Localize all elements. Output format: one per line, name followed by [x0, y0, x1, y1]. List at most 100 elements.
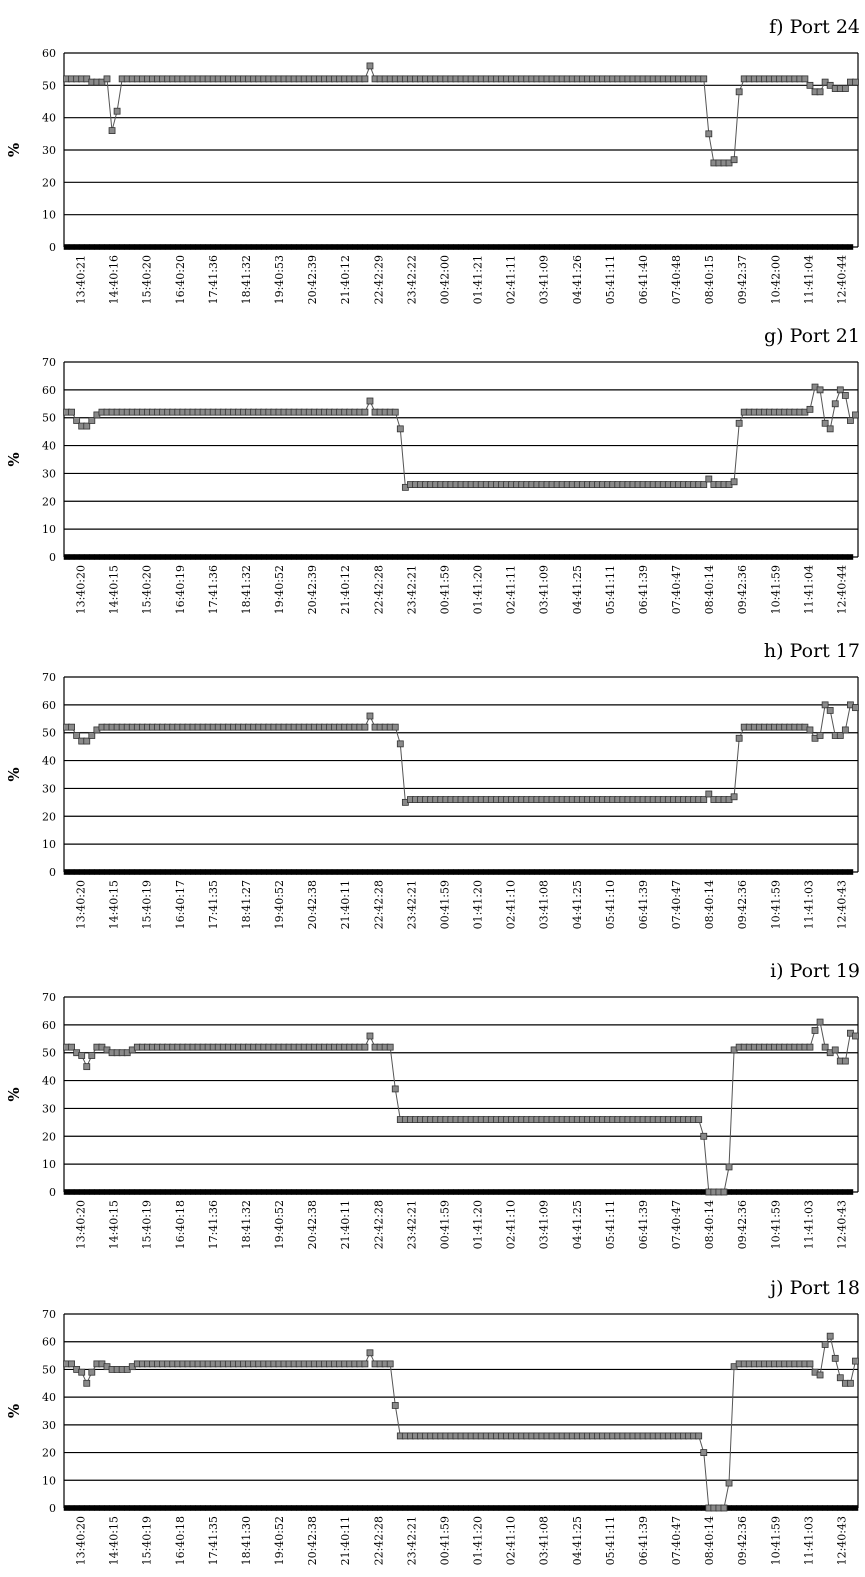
baseline-marker [746, 554, 753, 560]
x-tick-label: 00:41:59 [439, 1200, 452, 1249]
baseline-marker [599, 554, 606, 560]
baseline-marker [412, 554, 419, 560]
chart-title: f) Port 24 [769, 16, 860, 38]
baseline-marker [559, 244, 565, 250]
x-tick-label: 06:41:39 [637, 1516, 650, 1565]
data-point [821, 701, 829, 709]
data-point [700, 1449, 708, 1456]
baseline-marker [83, 869, 90, 875]
baseline-marker [341, 554, 348, 560]
baseline-marker [164, 869, 171, 875]
baseline-marker [625, 244, 631, 250]
baseline-marker [458, 1189, 464, 1195]
x-tick-label: 17:41:35 [207, 1516, 220, 1565]
baseline-marker [791, 1505, 798, 1511]
baseline-marker [220, 869, 227, 875]
baseline-marker [453, 244, 459, 250]
baseline-marker [402, 244, 409, 250]
baseline-marker [539, 1505, 545, 1511]
baseline-marker [129, 1505, 136, 1511]
x-tick-label: 20:42:38 [306, 1516, 319, 1565]
baseline-marker [260, 869, 267, 875]
baseline-marker [104, 869, 110, 875]
baseline-marker [190, 1505, 196, 1511]
baseline-marker [174, 1189, 181, 1195]
x-tick-label: 16:40:20 [174, 255, 187, 304]
baseline-marker [372, 244, 378, 250]
baseline-marker [569, 869, 576, 875]
baseline-marker [412, 869, 419, 875]
y-tick-label: 0 [49, 1502, 56, 1515]
x-tick-label: 17:41:36 [207, 255, 220, 304]
baseline-marker [776, 869, 783, 875]
data-point [73, 732, 81, 739]
baseline-marker [529, 244, 535, 250]
data-point [841, 85, 849, 92]
baseline-marker [230, 244, 237, 250]
y-tick-label: 10 [42, 1474, 56, 1487]
baseline-marker [144, 554, 151, 560]
baseline-marker [78, 1505, 85, 1511]
baseline-marker [483, 869, 490, 875]
baseline-marker [695, 1189, 702, 1195]
baseline-marker [650, 1189, 656, 1195]
baseline-marker [589, 554, 596, 560]
x-tick-label: 07:40:47 [670, 880, 683, 929]
baseline-marker [579, 869, 586, 875]
data-point [720, 1188, 728, 1196]
data-point [826, 425, 834, 433]
baseline-marker [473, 244, 479, 250]
y-tick-label: 40 [42, 1391, 56, 1404]
baseline-marker [771, 244, 778, 250]
data-point [806, 81, 814, 89]
baseline-marker [640, 1505, 646, 1511]
data-point [366, 62, 374, 70]
baseline-marker [761, 1505, 768, 1511]
baseline-marker [463, 244, 469, 250]
baseline-marker [842, 1189, 849, 1195]
baseline-marker [341, 1505, 348, 1511]
baseline-marker [210, 869, 216, 875]
baseline-marker [83, 554, 90, 560]
baseline-marker [174, 554, 181, 560]
baseline-marker [736, 1189, 742, 1195]
baseline-marker [174, 1505, 181, 1511]
baseline-marker [109, 1189, 115, 1195]
baseline-marker [205, 1505, 211, 1511]
baseline-marker [255, 869, 262, 875]
baseline-marker [240, 244, 247, 250]
baseline-marker [144, 869, 151, 875]
baseline-marker [159, 244, 166, 250]
baseline-marker [321, 1505, 328, 1511]
x-tick-label: 06:41:40 [637, 255, 650, 304]
baseline-marker [346, 869, 353, 875]
baseline-marker [306, 554, 313, 560]
x-tick-label: 08:40:15 [703, 255, 716, 304]
baseline-marker [726, 1189, 732, 1195]
data-point [88, 1052, 96, 1059]
data-point [730, 478, 738, 486]
baseline-marker [827, 554, 833, 560]
baseline-marker [746, 244, 753, 250]
baseline-marker [402, 1189, 409, 1195]
baseline-marker [215, 1189, 222, 1195]
baseline-marker [473, 1189, 479, 1195]
baseline-marker [544, 869, 550, 875]
baseline-marker [817, 1189, 823, 1195]
baseline-marker [387, 869, 393, 875]
baseline-marker [154, 1189, 161, 1195]
baseline-marker [134, 554, 141, 560]
baseline-marker [124, 869, 131, 875]
data-point [396, 425, 404, 433]
baseline-marker [549, 1189, 555, 1195]
x-tick-label: 13:40:21 [75, 255, 88, 304]
baseline-marker [291, 869, 297, 875]
baseline-marker [589, 1189, 596, 1195]
baseline-marker [382, 244, 388, 250]
x-tick-label: 21:40:11 [339, 1200, 352, 1249]
baseline-marker [503, 244, 510, 250]
baseline-marker [271, 1505, 277, 1511]
baseline-marker [276, 244, 282, 250]
baseline-marker [341, 869, 348, 875]
baseline-marker [387, 554, 393, 560]
